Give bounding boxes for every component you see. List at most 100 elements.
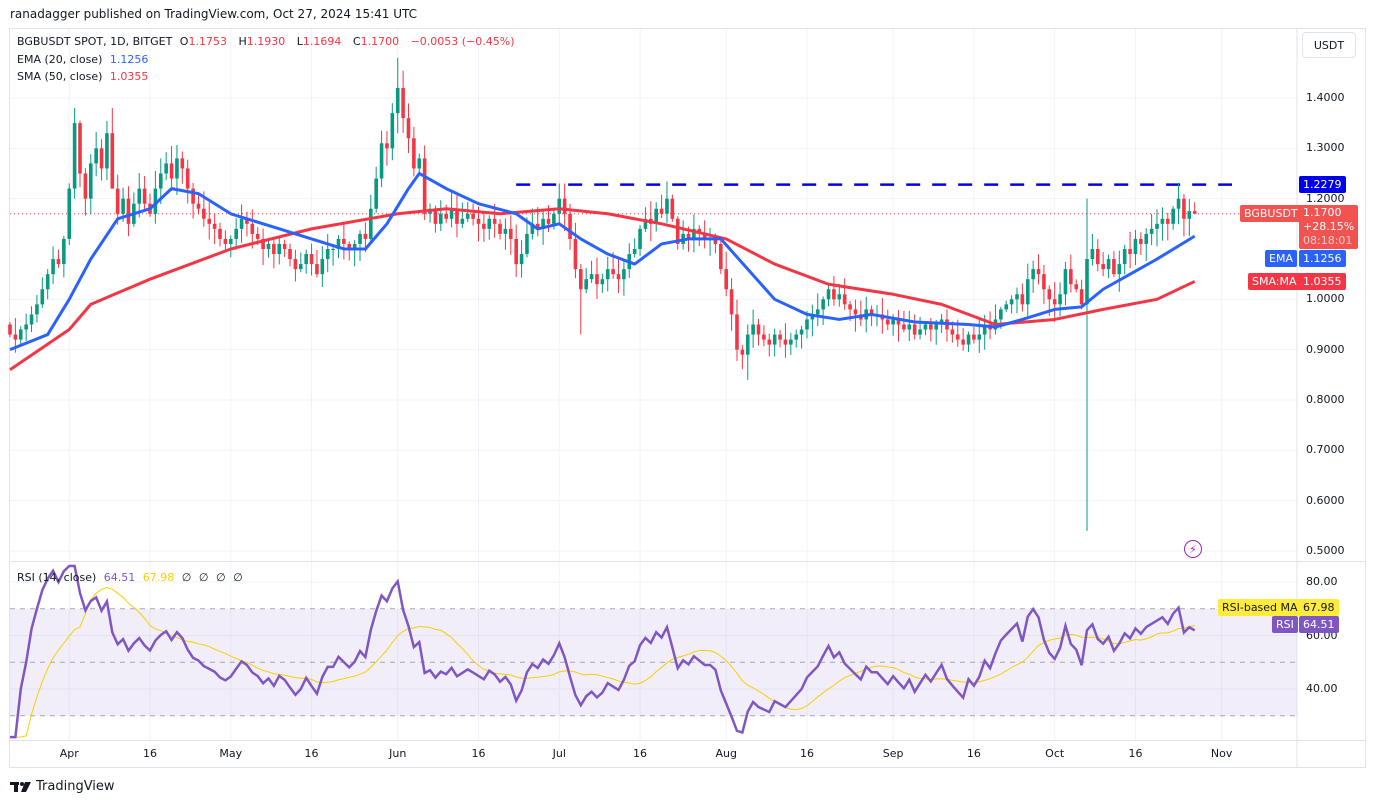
candle-body (433, 208, 438, 224)
candle-body (589, 274, 594, 280)
candle-body (826, 289, 831, 300)
candle-body (767, 339, 772, 345)
sma-price-tag: 1.0355 (1299, 273, 1346, 290)
branding-text: TradingView (36, 779, 115, 794)
candle-body (1106, 259, 1111, 270)
price-axis-label: 1.4000 (1306, 91, 1345, 104)
candle-body (406, 118, 411, 139)
candle-body (72, 123, 77, 189)
candle-body (180, 158, 185, 169)
candle-body (595, 274, 599, 285)
candle-body (449, 208, 454, 219)
candle-body (584, 279, 588, 290)
candle-body (541, 218, 545, 229)
candle-body (88, 163, 93, 199)
candle-body (821, 299, 825, 310)
price-axis-label: 1.3000 (1306, 141, 1345, 155)
candle-body (740, 349, 745, 355)
lightning-icon[interactable]: ⚡ (1184, 540, 1202, 558)
candle-body (772, 334, 777, 345)
price-axis-label: 0.9000 (1306, 342, 1345, 356)
candle-body (1009, 299, 1014, 305)
ema-value: 1.1256 (109, 53, 149, 66)
candle-body (1171, 208, 1175, 224)
last-price-tag: 1.1700 +28.15% 08:18:01 (1299, 205, 1359, 249)
candle-body (51, 259, 55, 275)
candle-body (272, 243, 276, 255)
candle-body (24, 324, 28, 330)
candle-body (223, 238, 228, 244)
candle-body (982, 324, 987, 335)
time-axis-label: Apr (59, 747, 79, 760)
ema-legend[interactable]: EMA (20, close) 1.1256 (17, 53, 152, 66)
candle-body (250, 223, 255, 234)
time-axis-label: 16 (1128, 747, 1143, 760)
candle-body (675, 218, 680, 244)
currency-button[interactable]: USDT (1302, 32, 1356, 58)
candle-body (422, 158, 427, 214)
candle-body (121, 198, 125, 214)
low-value: 1.1694 (302, 35, 342, 48)
candle-body (487, 218, 492, 229)
candle-body (810, 314, 815, 320)
candle-body (961, 339, 965, 345)
candle-body (401, 87, 405, 119)
candle-body (298, 264, 303, 270)
candle-body (762, 334, 766, 340)
candle-body (562, 198, 567, 214)
candle-body (56, 259, 61, 265)
candle-body (546, 218, 551, 224)
candle-body (245, 218, 249, 224)
candle-body (8, 324, 12, 335)
candle-body (191, 188, 195, 204)
indicator-lines (9, 171, 1196, 372)
candle-body (234, 228, 238, 239)
candle-body (18, 329, 23, 340)
candle-body (212, 223, 217, 229)
rsi-legend[interactable]: RSI (14, close) 64.51 67.98 ∅ ∅ ∅ ∅ (17, 571, 247, 584)
close-label: C (352, 35, 361, 48)
rsi-lines (10, 564, 1196, 739)
candle-body (158, 173, 163, 189)
rsi-line (10, 564, 1196, 739)
candle-body (471, 213, 475, 219)
candle-body (1133, 238, 1138, 255)
candle-body (110, 133, 115, 189)
candle-body (1004, 304, 1009, 310)
price-axis-label: 0.6000 (1306, 493, 1345, 507)
candle-body (1160, 218, 1165, 224)
candle-body (35, 304, 39, 315)
time-axis-label: Jul (552, 747, 566, 760)
candle-body (67, 188, 72, 239)
candle-body (519, 254, 524, 265)
tradingview-logo[interactable]: TradingView (10, 779, 115, 794)
candle-body (460, 218, 465, 224)
candle-body (395, 87, 400, 114)
candle-body (169, 163, 174, 179)
open-value: 1.1753 (188, 35, 227, 48)
candle-body (164, 163, 168, 174)
candle-body (509, 228, 513, 239)
candle-body (368, 208, 373, 239)
rsi-ma-tag: 67.98 (1299, 599, 1339, 616)
rsi-tag: 64.51 (1299, 616, 1339, 633)
candle-body (417, 158, 422, 169)
candle-body (966, 334, 971, 345)
candle-body (325, 248, 330, 260)
candle-body (815, 309, 820, 315)
time-axis-label: 16 (471, 747, 486, 760)
candle-body (891, 319, 895, 325)
candle-body (702, 233, 707, 239)
candle-body (304, 254, 308, 265)
candle-body (336, 238, 341, 249)
candle-body (579, 269, 583, 290)
candle-body (719, 243, 723, 270)
candle-body (1192, 211, 1197, 214)
candle-body (638, 228, 642, 249)
sma-legend[interactable]: SMA (50, close) 1.0355 (17, 70, 152, 83)
candle-body (1155, 223, 1159, 229)
candle-body (1128, 248, 1132, 255)
candle-body (912, 324, 917, 335)
candle-body (1069, 269, 1073, 285)
